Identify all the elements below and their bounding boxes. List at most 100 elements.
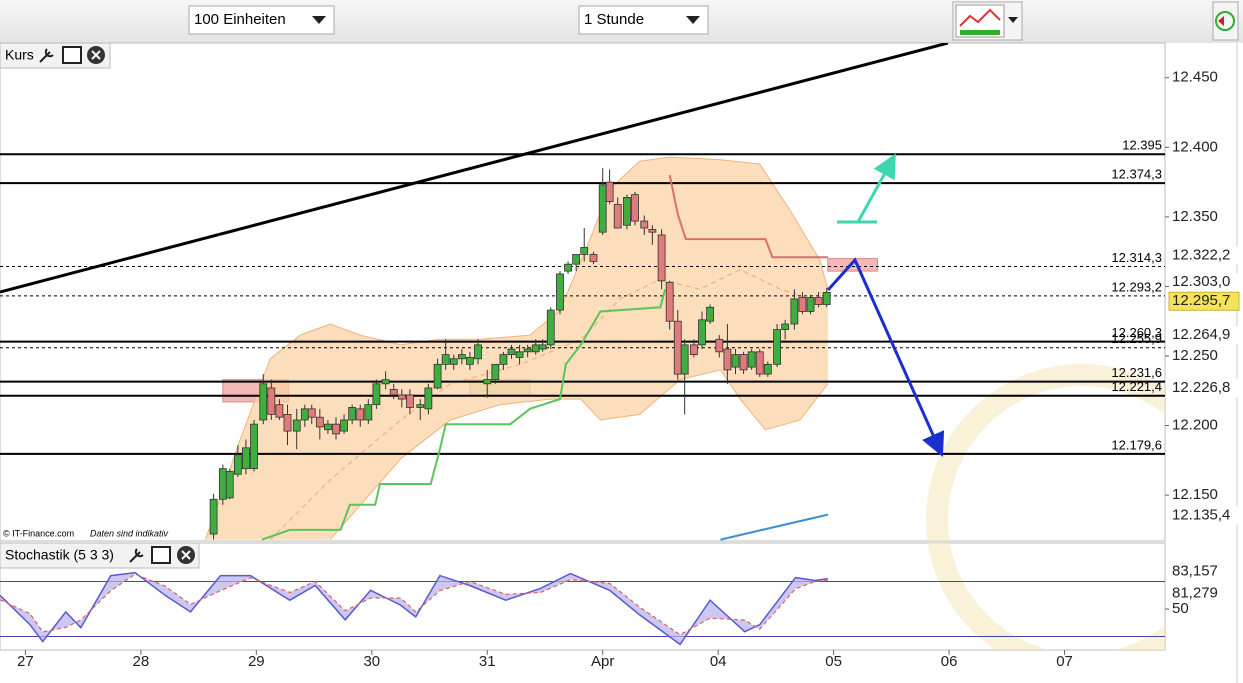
icon	[960, 30, 1000, 35]
candle-body	[507, 348, 516, 355]
candle-body	[233, 454, 242, 475]
select-text: 1 Stunde	[584, 11, 644, 28]
candle-body	[356, 408, 365, 421]
x-tick-label: Apr	[591, 653, 614, 670]
candle-body	[364, 404, 373, 421]
candle-body	[806, 297, 815, 312]
level-label: 12.314,3	[1111, 250, 1162, 265]
candle-body	[781, 323, 790, 330]
zone	[827, 258, 879, 272]
candle-body	[433, 363, 442, 389]
settings-icon[interactable]	[39, 48, 54, 63]
y-tick-label: 12.350	[1172, 208, 1218, 225]
band-middle	[269, 269, 829, 541]
band-edge	[329, 369, 829, 540]
candle-body	[405, 394, 414, 408]
candle-body	[706, 306, 714, 322]
candle-body	[307, 408, 316, 418]
maximize-icon[interactable]	[151, 546, 171, 564]
pane-title: Kurs	[5, 47, 34, 63]
candle-body	[739, 354, 748, 371]
x-tick-label: 07	[1056, 653, 1073, 670]
stochastic-line	[0, 571, 829, 646]
candle-body	[731, 354, 740, 368]
watermark	[926, 364, 1165, 541]
candle-body	[822, 292, 831, 305]
select-box[interactable]	[188, 5, 335, 35]
candle-body	[315, 416, 324, 428]
candle-body	[483, 379, 492, 385]
candle-body	[763, 363, 772, 375]
price-label-box	[1169, 326, 1239, 345]
candle-body	[755, 351, 764, 375]
y-tick-label: 12.150	[1172, 486, 1218, 503]
indicator-button[interactable]	[952, 1, 1023, 41]
candle-body	[556, 273, 564, 311]
y-tick-label: 12.400	[1172, 138, 1218, 155]
candle-body	[242, 447, 250, 470]
annotation-arrow	[826, 257, 945, 457]
candle-body	[623, 197, 631, 226]
axes: 12.15012.20012.25012.30012.35012.40012.4…	[17, 69, 1240, 670]
candle-body	[613, 203, 622, 229]
indicator-line	[668, 174, 828, 259]
trendline	[0, 43, 949, 294]
x-tick-label: 31	[479, 653, 496, 670]
candle-body	[372, 383, 381, 406]
dropdown-arrow	[1008, 17, 1018, 23]
annotation-arrow	[856, 153, 896, 223]
candle-body	[225, 471, 234, 499]
price-label-box	[1169, 506, 1239, 525]
x-tick-label: 28	[133, 653, 150, 670]
dropdown-arrow	[686, 16, 700, 24]
y-tick-label: 12.450	[1172, 69, 1218, 86]
x-tick-label: 05	[825, 653, 842, 670]
candle-body	[657, 234, 666, 282]
dropdown-arrow	[312, 16, 326, 24]
icon	[1218, 16, 1224, 26]
interval-select[interactable]: 1 Stunde	[578, 5, 709, 35]
candle-body	[531, 344, 540, 353]
candle-body	[589, 254, 598, 262]
x-tick-label: 04	[710, 653, 727, 670]
candle-body	[292, 419, 301, 432]
settings-icon[interactable]	[129, 548, 144, 563]
band-edge	[205, 156, 829, 540]
candle-body	[466, 356, 474, 365]
candle-body	[698, 319, 706, 346]
level-label: 12.395	[1122, 138, 1162, 153]
candle-body	[798, 297, 807, 312]
candle-body	[564, 263, 572, 272]
maximize-icon[interactable]	[62, 46, 82, 64]
candle-body	[449, 358, 458, 365]
level-label: 12.260,3	[1111, 325, 1162, 340]
stochastic-plot	[0, 543, 1165, 650]
source: © IT-Finance.com	[3, 528, 74, 538]
side-button[interactable]	[1212, 1, 1239, 41]
icon	[959, 8, 1001, 27]
candle-body	[648, 229, 657, 233]
band-area	[205, 157, 828, 540]
price-label: 12.226,8	[1172, 379, 1230, 396]
level-label: 12.231,6	[1111, 365, 1162, 380]
level-label: 12.255,9	[1111, 331, 1162, 346]
candle-body	[814, 297, 823, 305]
candle-body	[773, 329, 781, 365]
units-select[interactable]: 100 Einheiten	[188, 5, 335, 35]
candle-body	[515, 351, 524, 358]
stochastic-header: Stochastik (5 3 3)	[0, 542, 200, 569]
price-label-box	[1168, 291, 1240, 311]
candle-body	[283, 414, 292, 432]
candle-body	[665, 281, 674, 322]
select-box[interactable]	[578, 5, 709, 35]
main-header: Kurs	[0, 42, 111, 69]
indicator-line	[720, 513, 829, 541]
candle-body	[267, 387, 276, 415]
candle-body	[640, 220, 649, 229]
candle-body	[340, 419, 348, 432]
candle-body	[499, 354, 508, 365]
candle-body	[324, 423, 332, 431]
note: Daten sind indikativ	[90, 528, 169, 538]
candle-body	[441, 354, 450, 365]
